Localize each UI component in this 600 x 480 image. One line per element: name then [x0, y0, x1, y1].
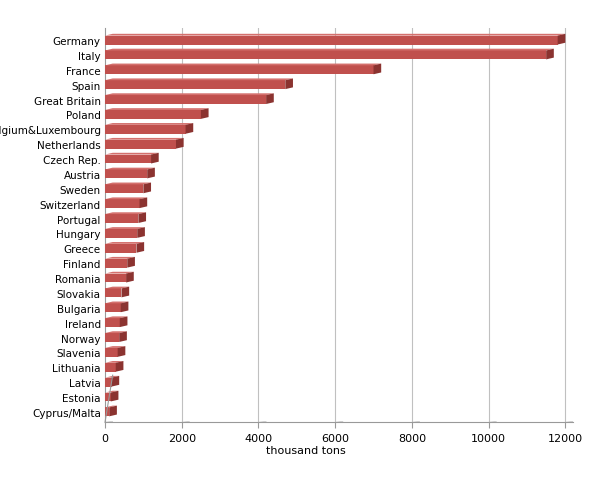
Polygon shape [105, 198, 147, 200]
Bar [105, 348, 118, 357]
Polygon shape [119, 332, 127, 342]
Polygon shape [105, 406, 117, 408]
Polygon shape [105, 168, 155, 170]
Polygon shape [147, 168, 155, 179]
Polygon shape [140, 198, 147, 209]
Polygon shape [109, 406, 117, 417]
Bar [105, 96, 266, 105]
Polygon shape [185, 124, 193, 134]
Polygon shape [105, 317, 127, 319]
Bar [105, 51, 546, 60]
Polygon shape [105, 183, 151, 185]
Polygon shape [105, 35, 565, 36]
Bar [105, 185, 143, 194]
Bar [105, 244, 136, 253]
Bar [105, 126, 185, 134]
Bar [105, 141, 176, 149]
Text: thousand tons: thousand tons [266, 444, 346, 455]
Polygon shape [105, 124, 193, 126]
Bar [105, 155, 151, 164]
Polygon shape [139, 213, 146, 224]
Bar [105, 378, 112, 387]
Bar [105, 170, 147, 179]
Polygon shape [546, 49, 554, 60]
Bar [105, 229, 137, 239]
Polygon shape [105, 139, 184, 141]
Polygon shape [374, 64, 381, 75]
Polygon shape [557, 35, 565, 46]
Polygon shape [105, 154, 159, 155]
Polygon shape [120, 317, 127, 327]
Polygon shape [126, 272, 134, 283]
Polygon shape [143, 183, 151, 194]
Polygon shape [105, 257, 135, 259]
Polygon shape [105, 228, 145, 229]
Polygon shape [121, 287, 129, 298]
Bar [105, 81, 285, 90]
Bar [105, 289, 121, 298]
Polygon shape [105, 109, 209, 111]
Polygon shape [105, 361, 124, 363]
Polygon shape [201, 109, 209, 120]
Polygon shape [105, 94, 274, 96]
Polygon shape [112, 376, 119, 387]
Polygon shape [105, 302, 128, 304]
Polygon shape [116, 361, 124, 372]
Bar [105, 319, 120, 327]
Polygon shape [151, 154, 159, 164]
Polygon shape [127, 257, 135, 268]
Polygon shape [105, 376, 119, 378]
Bar [105, 259, 127, 268]
Bar [105, 215, 139, 224]
Polygon shape [105, 79, 293, 81]
Bar [105, 111, 201, 120]
Polygon shape [105, 64, 381, 66]
Bar [105, 66, 374, 75]
Polygon shape [105, 272, 134, 274]
Polygon shape [266, 94, 274, 105]
Bar [105, 274, 126, 283]
Bar [105, 304, 121, 312]
Bar [105, 393, 111, 402]
Polygon shape [105, 332, 127, 333]
Polygon shape [121, 302, 128, 312]
Polygon shape [111, 391, 118, 402]
Polygon shape [105, 213, 146, 215]
Bar [105, 408, 109, 417]
Bar [105, 36, 557, 46]
Polygon shape [176, 139, 184, 149]
Polygon shape [105, 49, 554, 51]
Bar [105, 333, 119, 342]
Polygon shape [105, 242, 144, 244]
Polygon shape [137, 228, 145, 239]
Polygon shape [105, 347, 125, 348]
Polygon shape [105, 391, 118, 393]
Polygon shape [285, 79, 293, 90]
Bar [105, 200, 140, 209]
Bar [105, 363, 116, 372]
Polygon shape [136, 242, 144, 253]
Polygon shape [118, 347, 125, 357]
Polygon shape [105, 287, 129, 289]
